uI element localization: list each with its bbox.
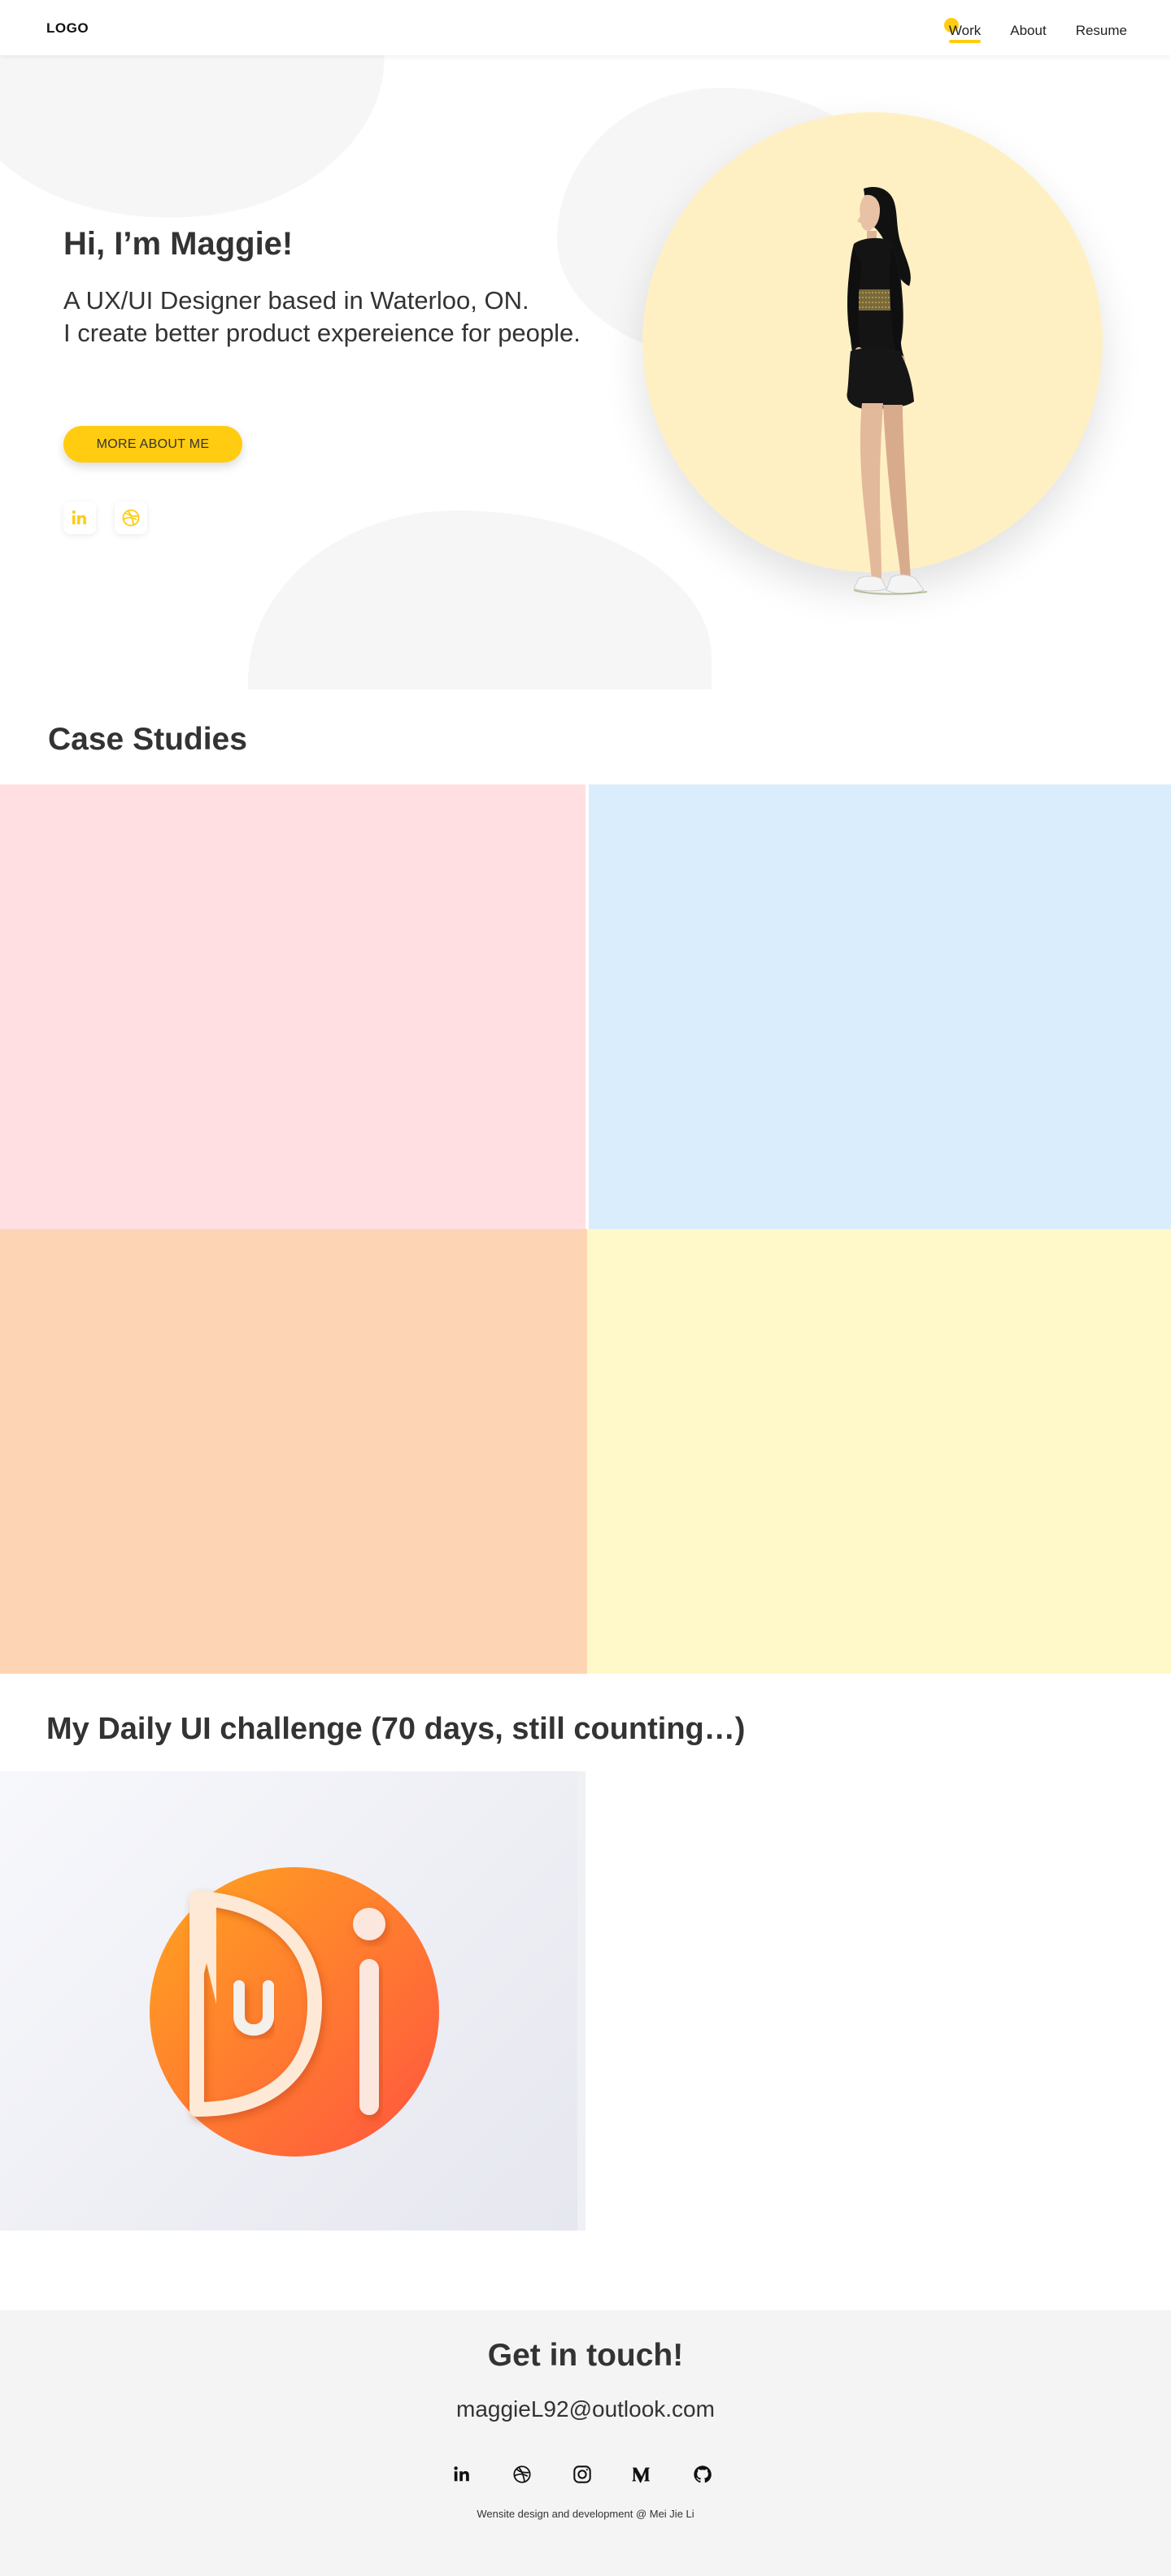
- case-study-tile[interactable]: [589, 784, 1171, 1229]
- nav-link-about[interactable]: About: [1010, 23, 1047, 38]
- nav-link-resume[interactable]: Resume: [1075, 23, 1127, 38]
- medium-icon: [632, 2467, 651, 2483]
- case-study-tile[interactable]: [0, 1229, 587, 1674]
- case-study-tile[interactable]: [0, 784, 586, 1229]
- hero-section: Hi, I’m Maggie! A UX/UI Designer based i…: [0, 55, 1171, 689]
- hero-subtitle-line: A UX/UI Designer based in Waterloo, ON.: [63, 286, 529, 315]
- footer-title: Get in touch!: [487, 2338, 684, 2373]
- linkedin-link[interactable]: [63, 502, 96, 534]
- portrait-figure: [847, 187, 928, 595]
- background-blob: [0, 55, 400, 240]
- instagram-icon: [573, 2465, 591, 2483]
- footer-email-link[interactable]: maggieL92@outlook.com: [456, 2396, 715, 2422]
- nav-links: Work About Resume: [943, 18, 1127, 43]
- case-study-tile[interactable]: [587, 1229, 1171, 1674]
- footer-instagram-link[interactable]: [571, 2463, 594, 2486]
- top-nav: LOGO Work About Resume: [0, 0, 1171, 55]
- footer-dribbble-link[interactable]: [511, 2463, 533, 2486]
- footer-github-link[interactable]: [691, 2463, 714, 2486]
- footer-social-icons: [451, 2463, 714, 2486]
- footer-medium-link[interactable]: [631, 2463, 654, 2486]
- hero-title: Hi, I’m Maggie!: [63, 226, 294, 262]
- daily-ui-logo-icon: [150, 1867, 439, 2157]
- dribbble-icon: [513, 2465, 531, 2483]
- footer-linkedin-link[interactable]: [451, 2463, 473, 2486]
- nav-link-work[interactable]: Work: [943, 18, 982, 43]
- daily-ui-title: My Daily UI challenge (70 days, still co…: [46, 1712, 746, 1746]
- linkedin-icon: [454, 2466, 469, 2482]
- dribbble-link[interactable]: [115, 502, 147, 534]
- hero-subtitle: A UX/UI Designer based in Waterloo, ON. …: [63, 285, 649, 350]
- case-studies-title: Case Studies: [48, 722, 247, 757]
- footer-credit: Wensite design and development @ Mei Jie…: [477, 2508, 694, 2520]
- logo[interactable]: LOGO: [46, 20, 89, 36]
- daily-ui-card[interactable]: [0, 1771, 586, 2231]
- github-icon: [694, 2465, 712, 2483]
- hero-subtitle-line: I create better product expereience for …: [63, 319, 581, 347]
- footer: Get in touch! maggieL92@outlook.com: [0, 2310, 1171, 2576]
- more-about-me-button[interactable]: MORE ABOUT ME: [63, 426, 242, 463]
- dribbble-icon: [122, 509, 140, 527]
- background-blob: [248, 510, 712, 689]
- linkedin-icon: [72, 510, 86, 524]
- nav-link-label: Work: [948, 23, 982, 38]
